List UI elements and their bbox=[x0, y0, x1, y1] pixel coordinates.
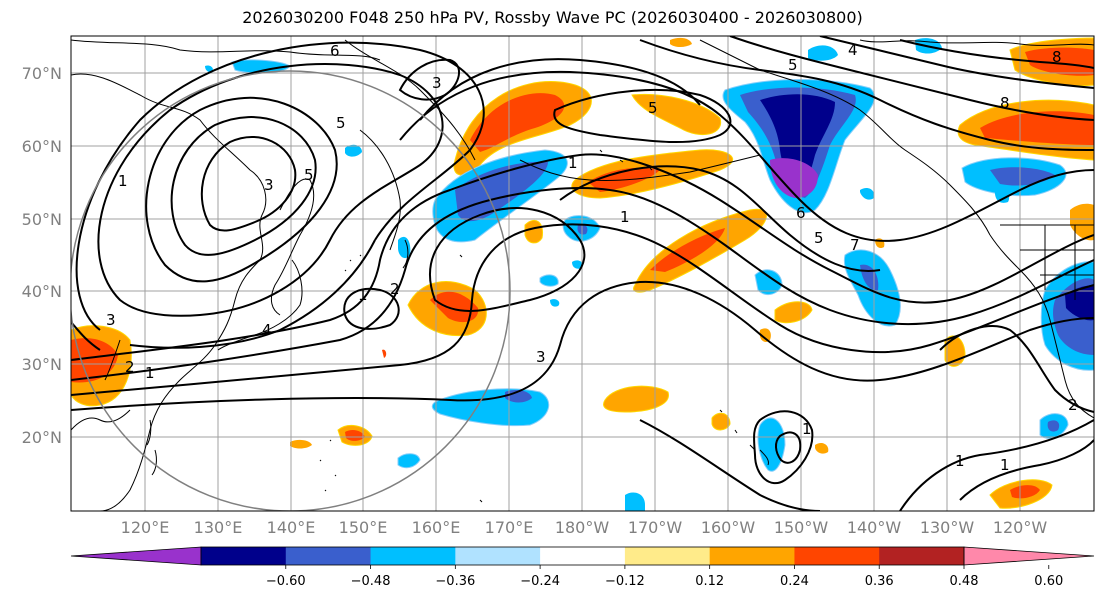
negative-anomaly-patch bbox=[431, 388, 550, 427]
map-frame bbox=[70, 35, 1095, 512]
colorbar-segment bbox=[455, 547, 541, 565]
contour-label: 1 bbox=[1000, 456, 1010, 474]
lon-label: 160°E bbox=[412, 518, 461, 537]
contour-label: 3 bbox=[264, 176, 274, 194]
colorbar-tick-label: 0.12 bbox=[695, 574, 724, 589]
contour-label: 5 bbox=[648, 99, 658, 117]
lon-label: 120°E bbox=[121, 518, 170, 537]
lon-label: 150°W bbox=[774, 518, 829, 537]
map-gridlines bbox=[71, 36, 1094, 511]
positive-anomaly-patch bbox=[290, 37, 1094, 509]
contour-label-group: 6 4 5 3 8 8 5 5 1 3 5 1 1 6 5 7 1 2 3 4 … bbox=[106, 41, 1078, 474]
contour-label: 1 bbox=[358, 286, 368, 304]
contour-label: 6 bbox=[330, 42, 340, 60]
lon-label: 170°E bbox=[485, 518, 534, 537]
lon-label: 170°W bbox=[628, 518, 683, 537]
colorbar-segment bbox=[794, 547, 880, 565]
contour-label: 4 bbox=[262, 321, 272, 339]
contour-label: 8 bbox=[1000, 94, 1010, 112]
positive-anomaly-patch bbox=[957, 99, 1094, 161]
contour-label: 2 bbox=[1068, 396, 1078, 414]
positive-anomaly-patch bbox=[407, 281, 487, 337]
positive-anomaly-patch bbox=[453, 81, 592, 176]
contour-label: 3 bbox=[536, 348, 546, 366]
colorbar-extend-low bbox=[70, 546, 202, 566]
colorbar-frame bbox=[200, 546, 965, 566]
colorbar-tick-label: −0.48 bbox=[351, 574, 391, 589]
pv-contours bbox=[71, 36, 1094, 511]
lon-label: 140°E bbox=[267, 518, 316, 537]
colorbar-tick-label: −0.12 bbox=[605, 574, 645, 589]
colorbar-tick-label: 0.48 bbox=[950, 574, 979, 589]
latitude-axis: 70°N 60°N 50°N 40°N 30°N 20°N bbox=[22, 64, 62, 447]
contour-label: 1 bbox=[620, 208, 630, 226]
contour-label: 8 bbox=[1052, 48, 1062, 66]
lat-label: 40°N bbox=[22, 282, 62, 301]
contour-label: 1 bbox=[118, 172, 128, 190]
colorbar-segment bbox=[879, 547, 965, 565]
radius-circle bbox=[71, 70, 511, 511]
colorbar-tick-label: −0.60 bbox=[266, 574, 306, 589]
coastlines bbox=[71, 39, 1094, 511]
contour-label: 5 bbox=[304, 166, 314, 184]
contour-label: 2 bbox=[125, 358, 135, 376]
contour-label: 1 bbox=[568, 154, 578, 172]
contour-label: 6 bbox=[796, 204, 806, 222]
contour-label: 3 bbox=[432, 74, 442, 92]
colorbar-segment bbox=[709, 547, 795, 565]
lon-label: 130°E bbox=[194, 518, 243, 537]
contour-label: 7 bbox=[850, 236, 860, 254]
positive-anomaly-patch bbox=[71, 325, 132, 407]
contour-label: 4 bbox=[848, 41, 858, 59]
positive-anomaly-patch bbox=[603, 385, 669, 413]
lat-label: 70°N bbox=[22, 64, 62, 83]
contour-label: 5 bbox=[814, 229, 824, 247]
colorbar-segment bbox=[285, 547, 372, 565]
colorbar-tick-label: 0.24 bbox=[780, 574, 809, 589]
lat-label: 20°N bbox=[22, 428, 62, 447]
contour-label: 2 bbox=[390, 280, 400, 298]
colorbar-tick-label: 0.60 bbox=[1034, 574, 1063, 589]
negative-anomaly-patch bbox=[1040, 261, 1094, 371]
lon-label: 140°W bbox=[847, 518, 902, 537]
longitude-axis: 120°E 130°E 140°E 150°E 160°E 170°E 180°… bbox=[121, 518, 1048, 537]
anomaly-fills bbox=[71, 37, 1094, 511]
colorbar-tick-label: −0.36 bbox=[435, 574, 475, 589]
map-title: 2026030200 F048 250 hPa PV, Rossby Wave … bbox=[242, 8, 863, 27]
colorbar: −0.60 −0.48 −0.36 −0.24 −0.12 0.12 0.24 0.36 0.4… bbox=[70, 546, 1095, 589]
lon-label: 120°W bbox=[993, 518, 1048, 537]
contour-label: 5 bbox=[336, 114, 346, 132]
contour-label: 5 bbox=[788, 56, 798, 74]
positive-anomaly-patch bbox=[1009, 37, 1094, 87]
contour-label: 1 bbox=[145, 364, 155, 382]
contour-label: 1 bbox=[955, 452, 965, 470]
colorbar-segment bbox=[624, 547, 711, 565]
lon-label: 150°E bbox=[339, 518, 388, 537]
colorbar-segment bbox=[370, 547, 456, 565]
colorbar-extend-high bbox=[963, 546, 1095, 566]
contour-label: 1 bbox=[802, 420, 812, 438]
lat-label: 60°N bbox=[22, 137, 62, 156]
lon-label: 180°W bbox=[555, 518, 610, 537]
lon-label: 160°W bbox=[701, 518, 756, 537]
lat-label: 50°N bbox=[22, 210, 62, 229]
colorbar-tick-label: 0.36 bbox=[865, 574, 894, 589]
lon-label: 130°W bbox=[920, 518, 975, 537]
negative-anomaly-patch bbox=[961, 157, 1067, 197]
colorbar-segment bbox=[201, 547, 287, 565]
colorbar-tick-label: −0.24 bbox=[520, 574, 560, 589]
colorbar-segment bbox=[540, 547, 626, 565]
contour-label: 3 bbox=[106, 311, 116, 329]
lat-label: 30°N bbox=[22, 355, 62, 374]
